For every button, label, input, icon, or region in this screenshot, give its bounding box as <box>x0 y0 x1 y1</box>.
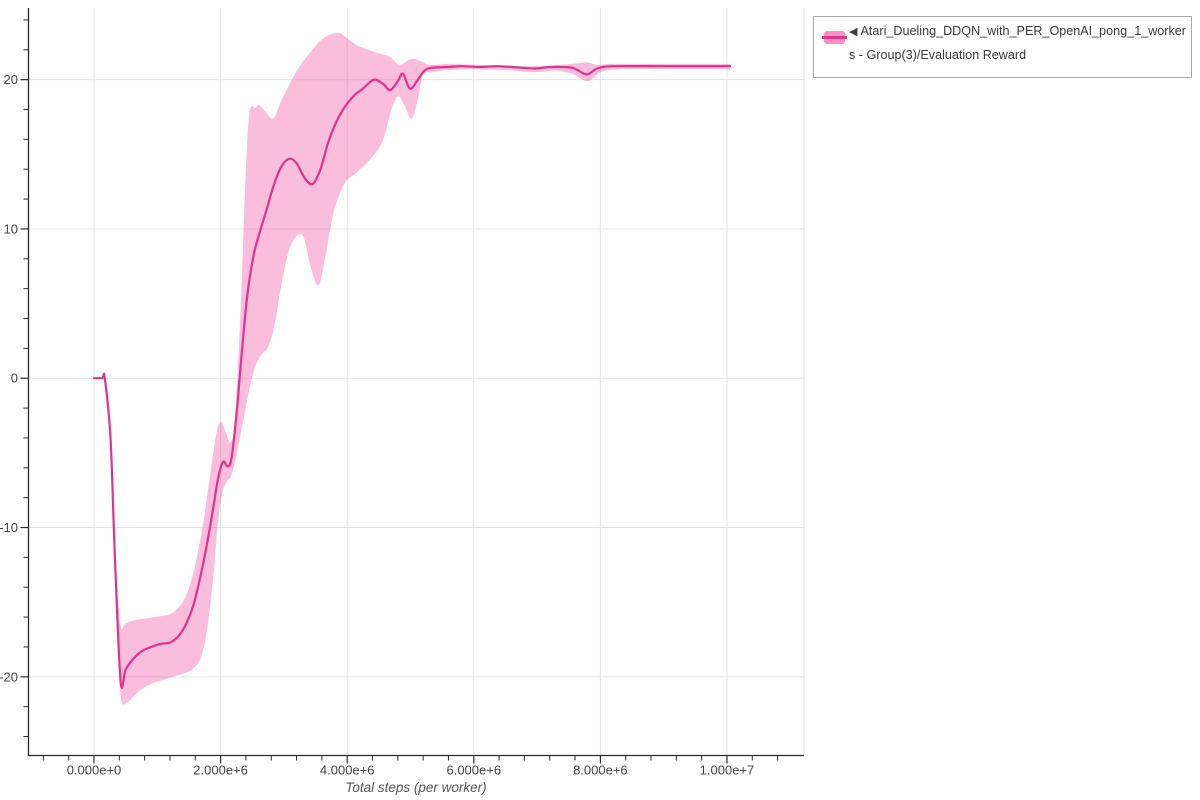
legend-series-swatch <box>822 31 847 44</box>
y-tick-label: 0 <box>11 371 18 386</box>
x-tick-label: 6.000e+6 <box>446 763 501 778</box>
x-tick-label: 0.000e+0 <box>67 763 122 778</box>
legend-series-name: Atari_Dueling_DDQN_with_PER_OpenAI_pong_… <box>860 24 1186 38</box>
collapse-triangle-icon[interactable]: ◀ <box>849 26 858 38</box>
x-tick-label: 4.000e+6 <box>320 763 375 778</box>
legend-swatch-line-icon <box>822 36 847 39</box>
y-tick-label: -20 <box>0 669 18 684</box>
x-tick-label: 2.000e+6 <box>193 763 248 778</box>
x-tick-label: 8.000e+6 <box>573 763 628 778</box>
y-tick-label: -10 <box>0 520 18 535</box>
legend-label-line1: ◀ Atari_Dueling_DDQN_with_PER_OpenAI_pong… <box>849 20 1187 44</box>
plot-area[interactable] <box>28 8 805 756</box>
series-line[interactable] <box>92 64 732 689</box>
legend-item-series[interactable]: ◀ Atari_Dueling_DDQN_with_PER_OpenAI_pong… <box>814 17 1191 77</box>
x-axis-title: Total steps (per worker) <box>345 780 487 795</box>
legend-label-line2: s - Group(3)/Evaluation Reward <box>849 48 1027 62</box>
legend: ◀ Atari_Dueling_DDQN_with_PER_OpenAI_pong… <box>813 16 1192 78</box>
x-tick-label: 1.000e+7 <box>700 763 755 778</box>
y-tick-label: 10 <box>4 221 18 236</box>
y-tick-label: 20 <box>4 72 18 87</box>
